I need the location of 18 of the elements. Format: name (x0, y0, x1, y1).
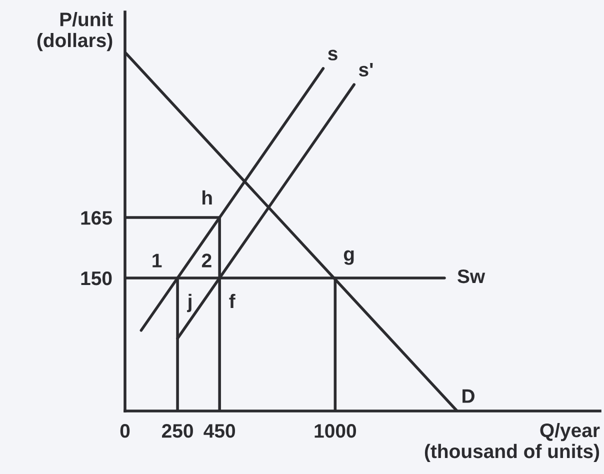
x-tick-label: 450 (204, 424, 236, 438)
x-tick-label: 1000 (314, 424, 356, 438)
y-tick-label: 150 (81, 271, 112, 286)
y-axis-title: P/unit (dollars) (37, 12, 113, 52)
series-label: D (462, 389, 474, 403)
series-label: Sw (458, 269, 486, 284)
x-tick-label: 0 (120, 424, 130, 438)
annotation: f (229, 294, 236, 308)
annotation: 2 (202, 254, 212, 268)
y-tick-label: 165 (81, 211, 112, 225)
x-tick-label: 250 (162, 424, 193, 438)
annotation: h (202, 190, 212, 205)
annotation: j (187, 294, 192, 312)
annotation: 1 (152, 254, 162, 268)
series-label: s (328, 50, 338, 60)
annotation: g (344, 250, 354, 265)
series-label: s' (358, 62, 373, 77)
x-axis-title: Q/year (thousand of units) (424, 422, 600, 462)
